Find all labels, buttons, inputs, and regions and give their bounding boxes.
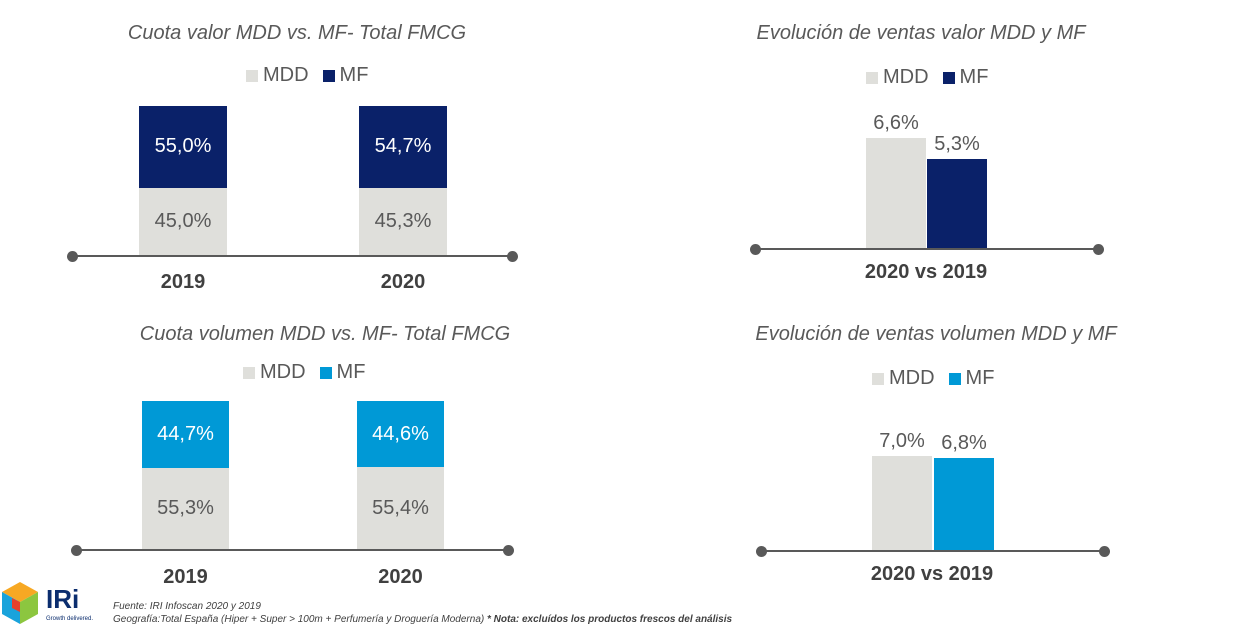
chart-legend: MDD MF xyxy=(866,66,1002,89)
bar-mdd xyxy=(866,137,926,248)
x-axis-line xyxy=(76,549,508,551)
axis-endpoint-dot xyxy=(750,244,761,255)
x-axis-line xyxy=(761,550,1104,552)
data-label: 5,3% xyxy=(934,133,980,156)
legend-swatch-mdd xyxy=(246,69,258,82)
footer-note: * Nota: excluídos los productos frescos … xyxy=(487,614,733,625)
legend-swatch-mf xyxy=(942,71,955,84)
bar-mf xyxy=(927,159,987,248)
chart-legend: MDD MF xyxy=(243,361,379,384)
legend-label: MDD xyxy=(260,361,306,383)
data-label: 55,3% xyxy=(157,497,214,520)
legend-swatch-mf xyxy=(948,372,961,385)
logo-name: IRi xyxy=(46,584,80,614)
bar-mdd xyxy=(872,455,932,550)
logo-tagline: Growth delivered. xyxy=(46,616,94,622)
legend-swatch-mf xyxy=(319,366,332,379)
legend-swatch-mf xyxy=(322,69,335,82)
category-label: 2019 xyxy=(163,566,208,588)
footer-source: Fuente: IRI Infoscan 2020 y 2019 xyxy=(113,601,261,612)
axis-endpoint-dot xyxy=(1099,546,1110,557)
chart-legend: MDD MF xyxy=(872,367,1008,390)
axis-endpoint-dot xyxy=(71,545,82,556)
axis-endpoint-dot xyxy=(756,546,767,557)
footer-geography-line: Geografía:Total España (Hiper + Super > … xyxy=(113,614,732,625)
category-label: 2019 xyxy=(160,271,206,293)
chart-title: Evolución de ventas volumen MDD y MF xyxy=(755,323,1117,345)
legend-swatch-mdd xyxy=(243,366,255,379)
bar-mf xyxy=(934,458,994,550)
bar-segment-mf: 44,6% xyxy=(357,401,444,468)
chart-title: Cuota volumen MDD vs. MF- Total FMCG xyxy=(139,323,511,345)
axis-endpoint-dot xyxy=(67,251,78,262)
category-label: 2020 vs 2019 xyxy=(864,261,988,283)
legend-swatch-mdd xyxy=(866,71,878,84)
bar-segment-mdd: 45,3% xyxy=(359,187,447,255)
footer-geography: Geografía:Total España (Hiper + Super > … xyxy=(113,614,485,625)
data-label: 6,8% xyxy=(941,432,987,455)
legend-label: MDD xyxy=(889,367,935,389)
iri-logo: IRi Growth delivered. xyxy=(0,580,110,630)
data-label: 44,6% xyxy=(372,422,429,445)
category-label: 2020 xyxy=(378,566,423,588)
data-label: 44,7% xyxy=(157,422,214,445)
data-label: 7,0% xyxy=(879,429,925,452)
chart-title: Evolución de ventas valor MDD y MF xyxy=(756,22,1086,44)
axis-endpoint-dot xyxy=(507,251,518,262)
legend-label: MF xyxy=(965,367,995,389)
data-label: 54,7% xyxy=(374,135,432,158)
chart-legend: MDD MF xyxy=(246,64,382,87)
bar-segment-mf: 44,7% xyxy=(142,401,229,468)
bar-segment-mdd: 55,4% xyxy=(357,467,444,550)
data-label: 55,0% xyxy=(154,135,212,158)
bar-segment-mf: 55,0% xyxy=(139,106,227,188)
legend-label: MDD xyxy=(263,64,309,86)
category-label: 2020 xyxy=(380,271,426,293)
iri-cube-icon xyxy=(2,582,38,624)
legend-label: MF xyxy=(336,361,366,383)
legend-label: MDD xyxy=(883,66,929,88)
chart-title: Cuota valor MDD vs. MF- Total FMCG xyxy=(127,22,467,44)
legend-swatch-mdd xyxy=(872,372,884,385)
bar-segment-mf: 54,7% xyxy=(359,106,447,188)
legend-label: MF xyxy=(339,64,369,86)
data-label: 55,4% xyxy=(372,497,429,520)
legend-label: MF xyxy=(959,66,989,88)
data-label: 6,6% xyxy=(873,111,919,134)
bar-segment-mdd: 45,0% xyxy=(139,187,227,255)
bar-segment-mdd: 55,3% xyxy=(142,467,229,550)
x-axis-line xyxy=(72,255,512,257)
axis-endpoint-dot xyxy=(503,545,514,556)
data-label: 45,0% xyxy=(154,209,212,232)
x-axis-line xyxy=(755,248,1098,250)
axis-endpoint-dot xyxy=(1093,244,1104,255)
data-label: 45,3% xyxy=(374,209,432,232)
category-label: 2020 vs 2019 xyxy=(870,563,994,585)
